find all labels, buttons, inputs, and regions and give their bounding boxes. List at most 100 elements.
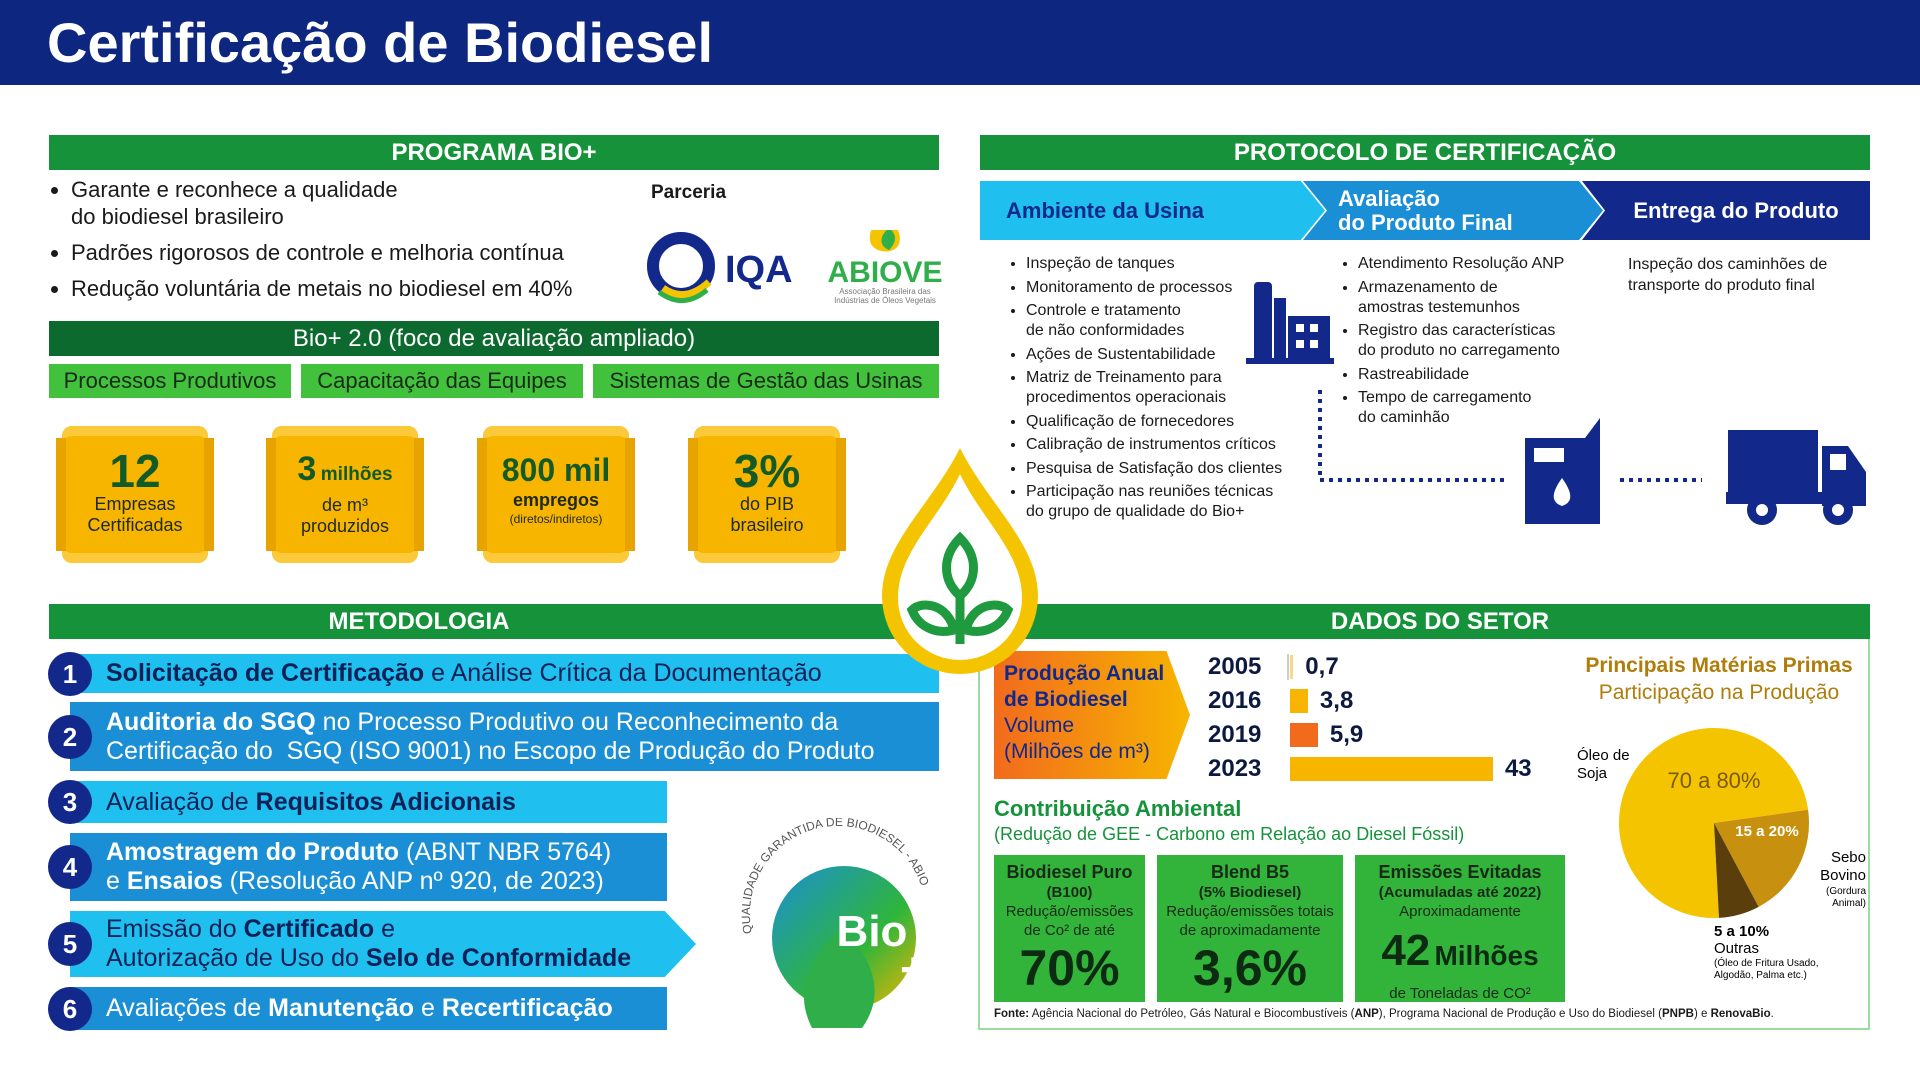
list-line: Rastreabilidade	[1358, 365, 1470, 383]
section-title-text: METODOLOGIA	[328, 608, 510, 635]
leaf-icon	[906, 531, 1014, 644]
section-title: PROGRAMA BIO+	[49, 135, 939, 170]
step-text: Avaliações de	[106, 994, 269, 1022]
abiove-leaf	[881, 230, 895, 250]
stat-text: do PIB	[739, 494, 795, 514]
impact-text: de Toneladas de CO²	[1389, 985, 1531, 1002]
slice-note: Algodão, Palma etc.)	[1714, 970, 1807, 981]
list-item: Redução voluntária de metais no biodiese…	[71, 275, 651, 302]
list-item: Participação nas reuniões técnicas do gru…	[1026, 482, 1366, 522]
step-text: e	[374, 915, 396, 943]
production-title: Produção Anual	[1004, 662, 1165, 685]
iqa-logo-swoosh	[657, 288, 709, 303]
list-line: Padrões rigorosos de controle e melhoria…	[71, 240, 564, 265]
header	[0, 0, 1920, 85]
stat-text: brasileiro	[730, 515, 804, 535]
impact-box: Blend B5 (5% Biodiesel) Redução/emissões …	[1157, 855, 1343, 1002]
impact-title: Emissões Evitadas	[1378, 862, 1542, 882]
list-item: Rastreabilidade	[1358, 365, 1648, 385]
step-text: Avaliação de	[106, 787, 256, 816]
step-text: Recertificação	[441, 994, 613, 1022]
list-item: Monitoramento de processos	[1026, 278, 1366, 298]
slice-label: 15 a 20%	[1735, 823, 1798, 840]
stage-title: Avaliação	[1338, 185, 1440, 211]
contribution-title: Contribuição Ambiental	[994, 796, 1242, 821]
step: 1 Solicitação de Certificação e Análise …	[48, 651, 939, 696]
impact-title: (B100)	[1046, 884, 1093, 901]
list-item: Atendimento Resolução ANP	[1358, 254, 1648, 274]
pie-heading: Principais Matérias Primas Participação n…	[1574, 652, 1864, 706]
step: Emissão do Certificado e Autorização de …	[70, 911, 696, 977]
step-number: 6	[48, 986, 92, 1031]
slice-note: Animal)	[1832, 898, 1866, 909]
list-item: Tempo de carregamento do caminhão	[1358, 388, 1648, 428]
step-text: e Análise Crítica da Documentação	[424, 659, 822, 687]
step-number: 1	[48, 651, 92, 696]
impact-text: Aproximadamente	[1399, 903, 1521, 920]
bar	[1290, 655, 1294, 679]
production-title: de Biodiesel	[1004, 688, 1128, 711]
step-text: Autorização de Uso do	[106, 944, 366, 972]
section-title-text: DADOS DO SETOR	[1330, 608, 1550, 635]
list-item: Padrões rigorosos de controle e melhoria…	[71, 239, 651, 266]
slice-label: 70 a 80%	[1668, 768, 1761, 793]
step-text: Certificado	[243, 915, 375, 943]
step: 3 Avaliação de Requisitos Adicionais	[48, 780, 667, 824]
impact-text: Redução/emissões totais	[1166, 903, 1334, 920]
stat-card: 3% do PIB brasileiro	[688, 426, 846, 563]
impact-box: Biodiesel Puro (B100) Redução/emissões de …	[994, 855, 1145, 1002]
stage: Entrega do Produto	[1582, 181, 1870, 240]
list-line: Matriz de Treinamento para	[1026, 369, 1222, 386]
step-text: e	[414, 994, 442, 1022]
source-text: ) e	[1693, 1008, 1711, 1020]
list-line: Participação nas reuniões técnicas	[1026, 483, 1274, 500]
stat-unit: milhões	[320, 464, 393, 485]
partner-logos: IQA ABIOVE Associação Brasileira das Ind…	[647, 230, 943, 305]
list-item: Controle e tratamento de não conformidade…	[1026, 301, 1366, 341]
factory-icon	[1246, 282, 1334, 364]
list-item: Pesquisa de Satisfação dos clientes	[1026, 459, 1366, 479]
list-line: do produto no carregamento	[1358, 342, 1560, 359]
abiove-tagline: Associação Brasileira das	[839, 287, 931, 296]
source-text: ANP	[1354, 1008, 1379, 1020]
production-subtitle: Volume	[1004, 714, 1075, 737]
list-line: Controle e tratamento	[1026, 302, 1181, 319]
stat-card: 3 milhões de m³ produzidos	[266, 426, 424, 563]
pie-slice	[1714, 823, 1759, 918]
year-label: 2023	[1208, 755, 1262, 782]
impact-box: Emissões Evitadas (Acumuladas até 2022) A…	[1355, 855, 1565, 1002]
seal-mark: Bio	[837, 907, 908, 956]
impact-text: de Co² de até	[1024, 922, 1115, 939]
area-box: Sistemas de Gestão das Usinas	[593, 364, 939, 398]
seal-plus: +	[900, 944, 928, 997]
area-box: Capacitação das Equipes	[301, 364, 583, 398]
step-text: Solicitação de Certificação	[106, 659, 425, 687]
stage: Ambiente da Usina	[980, 181, 1325, 240]
axis-line	[1287, 654, 1289, 680]
source-text: .	[1770, 1008, 1774, 1020]
slice-name: Óleo de	[1577, 747, 1630, 764]
value-label: 3,8	[1319, 687, 1354, 714]
list-item: Registro das características do produto n…	[1358, 321, 1648, 361]
list-line: Ações de Sustentabilidade	[1026, 345, 1216, 363]
slice-name: Sebo	[1831, 849, 1866, 866]
abiove-logo-text: ABIOVE	[827, 256, 942, 289]
list-line: Garante e reconhece a qualidade	[71, 177, 398, 202]
step-text: Auditoria do SGQ	[106, 707, 316, 736]
pie-slice	[1619, 728, 1809, 918]
step-text: (ABNT NBR 5764)	[399, 838, 612, 866]
list-line: de não conformidades	[1026, 322, 1185, 339]
stat-card: 12 Empresas Certificadas	[56, 426, 214, 563]
bio-seal: QUALIDADE GARANTIDA DE BIODIESEL - ABIOV…	[722, 818, 932, 1028]
page-title: Certificação de Biodiesel	[47, 11, 714, 74]
source-text: RenovaBio	[1710, 1008, 1771, 1020]
stage-title: do Produto Final	[1338, 209, 1513, 235]
list-line: Registro das características	[1358, 322, 1556, 339]
list-line: Redução voluntária de metais no biodiese…	[71, 276, 573, 301]
impact-text: Redução/emissões	[1005, 903, 1134, 920]
seal-drop	[803, 928, 875, 1028]
year-label: 2019	[1208, 721, 1262, 748]
impact-value: 70%	[1019, 940, 1120, 996]
stat-text: empregos	[512, 490, 600, 510]
step-text: Certificação do SGQ (ISO 9001) no Escopo…	[106, 736, 875, 765]
